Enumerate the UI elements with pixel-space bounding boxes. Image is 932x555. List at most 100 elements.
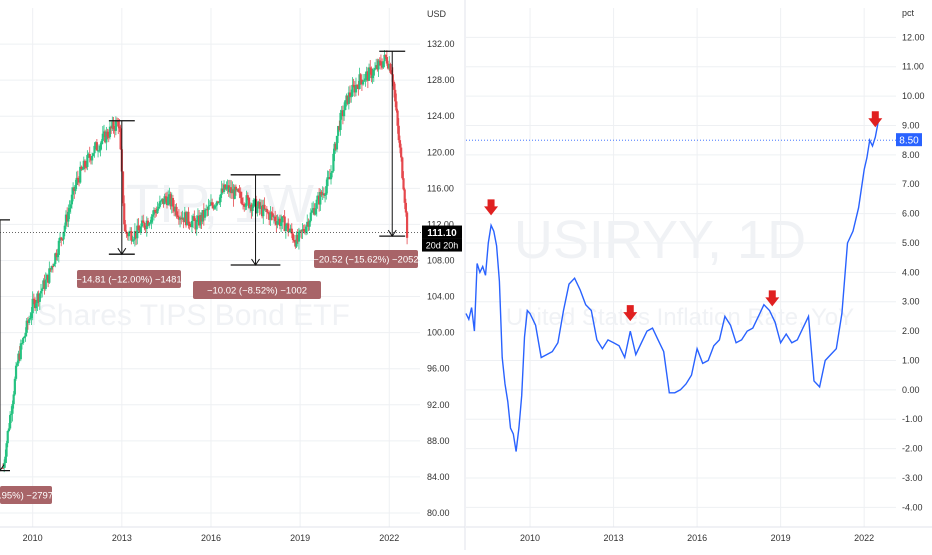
right-x-axis[interactable]: 2010 2013 2016 2019 2022: [520, 533, 874, 543]
right-unit-label[interactable]: pct: [902, 8, 915, 18]
candle-body: [64, 214, 68, 226]
left-measure-tools[interactable]: −14.81 (−12.00%) −1481 −10.02 (−8.52%) −1…: [0, 50, 419, 504]
candle-body: [56, 254, 59, 258]
left-candles: [1, 50, 409, 473]
candle-body: [157, 206, 160, 209]
candle-body: [270, 212, 273, 214]
candle-body: [219, 194, 222, 203]
right-y-tick-label: 9.00: [902, 120, 920, 130]
right-x-tick-label: 2013: [604, 533, 624, 543]
candle-body: [23, 336, 26, 339]
candle-body: [79, 166, 82, 183]
right-y-tick-label: 7.00: [902, 179, 920, 189]
candle-body: [18, 353, 21, 360]
left-y-tick-label: 88.00: [427, 436, 450, 446]
left-y-tick-label: 108.00: [427, 255, 455, 265]
candle-body: [391, 74, 394, 82]
right-y-tick-label: -1.00: [902, 414, 923, 424]
candle-body: [133, 230, 137, 240]
right-y-tick-label: 3.00: [902, 297, 920, 307]
right-arrow-markers[interactable]: [484, 111, 883, 322]
candle-body: [28, 319, 31, 323]
candle-body: [345, 95, 348, 101]
candle-body: [296, 234, 299, 242]
candle-body: [301, 229, 304, 232]
candle-body: [313, 208, 316, 215]
candle-body: [372, 69, 375, 76]
candle-body: [226, 185, 229, 187]
candle-body: [234, 186, 238, 191]
right-x-tick-label: 2022: [854, 533, 874, 543]
candle-body: [228, 187, 232, 193]
candle-body: [91, 155, 94, 161]
right-y-tick-label: 1.00: [902, 355, 920, 365]
candle-body: [314, 208, 317, 215]
down-arrow-icon[interactable]: [623, 305, 638, 322]
candle-body: [142, 220, 145, 223]
candle-body: [152, 210, 156, 215]
candle-body: [243, 204, 246, 207]
down-arrow-icon[interactable]: [765, 290, 780, 307]
candle-body: [93, 145, 96, 154]
candle-body: [365, 71, 368, 74]
down-arrow-icon[interactable]: [868, 111, 883, 128]
right-y-tick-label: 5.00: [902, 238, 920, 248]
candle-body: [281, 216, 284, 223]
candle-body: [239, 191, 242, 198]
candle-body: [240, 197, 243, 204]
candle-body: [341, 110, 345, 117]
candle-body: [180, 217, 183, 220]
candle-body: [290, 228, 293, 234]
left-y-axis[interactable]: 80.00 84.00 88.00 92.00 96.00 100.00 104.00 108…: [427, 39, 455, 518]
candle-body: [308, 220, 311, 227]
candle-body: [353, 85, 356, 93]
down-arrow-icon[interactable]: [484, 199, 499, 216]
candle-body: [73, 187, 76, 192]
candle-body: [266, 212, 270, 214]
candle-body: [55, 253, 58, 258]
right-y-axis[interactable]: -4.00 -3.00 -2.00 -1.00 0.00 1.00 2.00 3.00 4.00…: [902, 32, 925, 512]
candle-body: [155, 211, 158, 214]
candle-body: [250, 204, 253, 212]
candle-body: [148, 223, 151, 226]
candle-body: [300, 230, 303, 232]
candle-body: [99, 144, 102, 151]
left-y-tick-label: 84.00: [427, 472, 450, 482]
candle-body: [47, 274, 50, 283]
candle-body: [44, 279, 47, 289]
candle-body: [101, 133, 104, 141]
candle-body: [291, 233, 295, 240]
candle-body: [221, 188, 224, 192]
candle-body: [215, 201, 219, 206]
right-grid: [466, 8, 896, 527]
left-unit-label[interactable]: USD: [427, 9, 447, 19]
candle-body: [60, 237, 63, 240]
left-y-tick-label: 100.00: [427, 328, 455, 338]
candle-body: [256, 206, 259, 213]
candle-body: [245, 195, 248, 206]
candle-body: [70, 194, 74, 205]
candle-body: [369, 67, 372, 69]
candle-body: [203, 209, 207, 218]
candle-body: [252, 199, 255, 207]
candle-body: [274, 216, 277, 222]
left-x-axis[interactable]: 2010 2013 2016 2019 2022: [23, 533, 400, 543]
candle-body: [348, 92, 352, 97]
right-watermark-ticker: USIRYY, 1D: [514, 210, 806, 270]
candle-body: [118, 126, 121, 129]
left-x-tick-label: 2019: [290, 533, 310, 543]
candle-body: [299, 230, 302, 232]
candle-body: [285, 223, 289, 226]
candle-body: [333, 143, 336, 154]
candle-body: [284, 225, 287, 232]
candle-body: [201, 209, 204, 222]
candle-body: [111, 121, 114, 129]
candle-body: [30, 313, 33, 319]
candle-body: [85, 166, 88, 168]
measure-label-bg: [77, 270, 181, 288]
candle-body: [342, 110, 346, 117]
candle-body: [354, 84, 358, 93]
candle-body: [395, 101, 398, 111]
left-y-tick-label: 124.00: [427, 111, 455, 121]
candle-body: [17, 353, 20, 364]
